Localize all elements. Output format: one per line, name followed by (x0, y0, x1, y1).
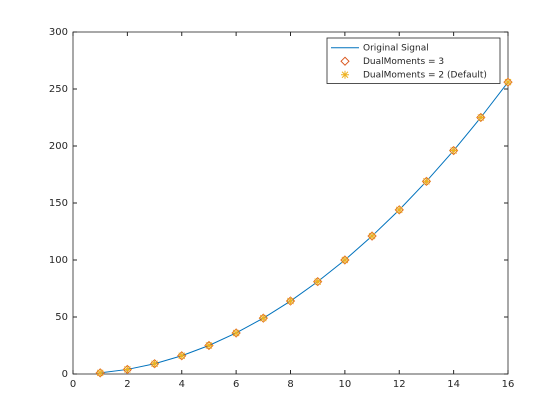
y-tick-label: 200 (49, 141, 68, 152)
asterisk-marker (286, 297, 295, 306)
x-tick-label: 6 (233, 379, 239, 390)
x-tick-label: 14 (447, 379, 460, 390)
x-tick-label: 16 (502, 379, 515, 390)
series-line (100, 81, 509, 374)
asterisk-marker (422, 177, 431, 186)
asterisk-marker (476, 113, 485, 122)
asterisk-marker (504, 78, 512, 87)
legend-box (326, 37, 501, 84)
plot-area (73, 32, 508, 374)
asterisk-marker (259, 314, 268, 323)
legend-label: DualMoments = 2 (Default) (363, 70, 487, 80)
diamond-marker (340, 56, 350, 66)
asterisk-marker (340, 256, 349, 264)
x-tick-label: 4 (179, 379, 185, 390)
asterisk-marker (204, 341, 213, 350)
y-tick-label: 50 (55, 312, 68, 323)
asterisk-marker (177, 351, 186, 360)
asterisk-marker (232, 328, 241, 337)
legend-label: Original Signal (363, 43, 429, 53)
y-tick-label: 0 (62, 369, 68, 380)
asterisk-marker (150, 359, 159, 368)
asterisk-marker (341, 70, 349, 79)
legend-label: DualMoments = 3 (363, 57, 444, 67)
asterisk-marker (368, 232, 377, 241)
y-tick-label: 250 (49, 84, 68, 95)
asterisk-marker (96, 368, 105, 377)
asterisk-marker (313, 277, 322, 286)
x-tick-label: 0 (70, 379, 76, 390)
asterisk-marker (449, 146, 458, 155)
y-tick-label: 300 (49, 27, 68, 38)
axes-box (72, 31, 509, 375)
y-tick-label: 150 (49, 198, 68, 209)
asterisk-marker (123, 365, 132, 374)
y-tick-label: 100 (49, 255, 68, 266)
legend: Original Signal DualMoments = 3 DualMoment… (326, 37, 501, 84)
x-tick-label: 10 (339, 379, 352, 390)
x-tick-label: 8 (287, 379, 293, 390)
asterisk-marker (395, 205, 404, 214)
x-tick-label: 2 (124, 379, 130, 390)
x-tick-label: 12 (393, 379, 406, 390)
